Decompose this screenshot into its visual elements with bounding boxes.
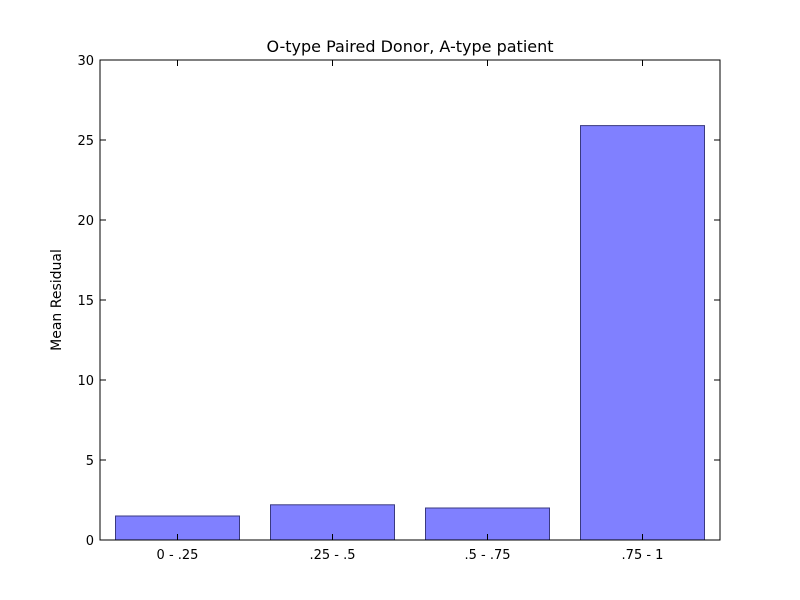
y-axis-label: Mean Residual: [49, 249, 65, 351]
y-tick-label-1: 5: [86, 454, 94, 469]
y-tick-label-6: 30: [77, 54, 94, 69]
x-tick-label-0: 0 - .25: [157, 548, 199, 563]
plot-frame: [99, 59, 721, 541]
y-tick-label-2: 10: [77, 374, 94, 389]
bars-group: [115, 125, 705, 541]
y-tick-label-0: 0: [86, 534, 94, 549]
ticks-group: 0 - .25 .25 - .5 .5 - .75 .75 - 1 0 5 10 15 20 25…: [77, 54, 720, 563]
x-tick-label-1: .25 - .5: [309, 548, 355, 563]
bar-2: [425, 507, 550, 541]
chart-title: O-type Paired Donor, A-type patient: [266, 37, 553, 56]
bar-3: [580, 125, 705, 541]
y-tick-label-3: 15: [77, 294, 94, 309]
y-tick-label-4: 20: [77, 214, 94, 229]
x-tick-label-3: .75 - 1: [622, 548, 664, 563]
x-tick-label-2: .5 - .75: [464, 548, 510, 563]
y-tick-label-5: 25: [77, 134, 94, 149]
